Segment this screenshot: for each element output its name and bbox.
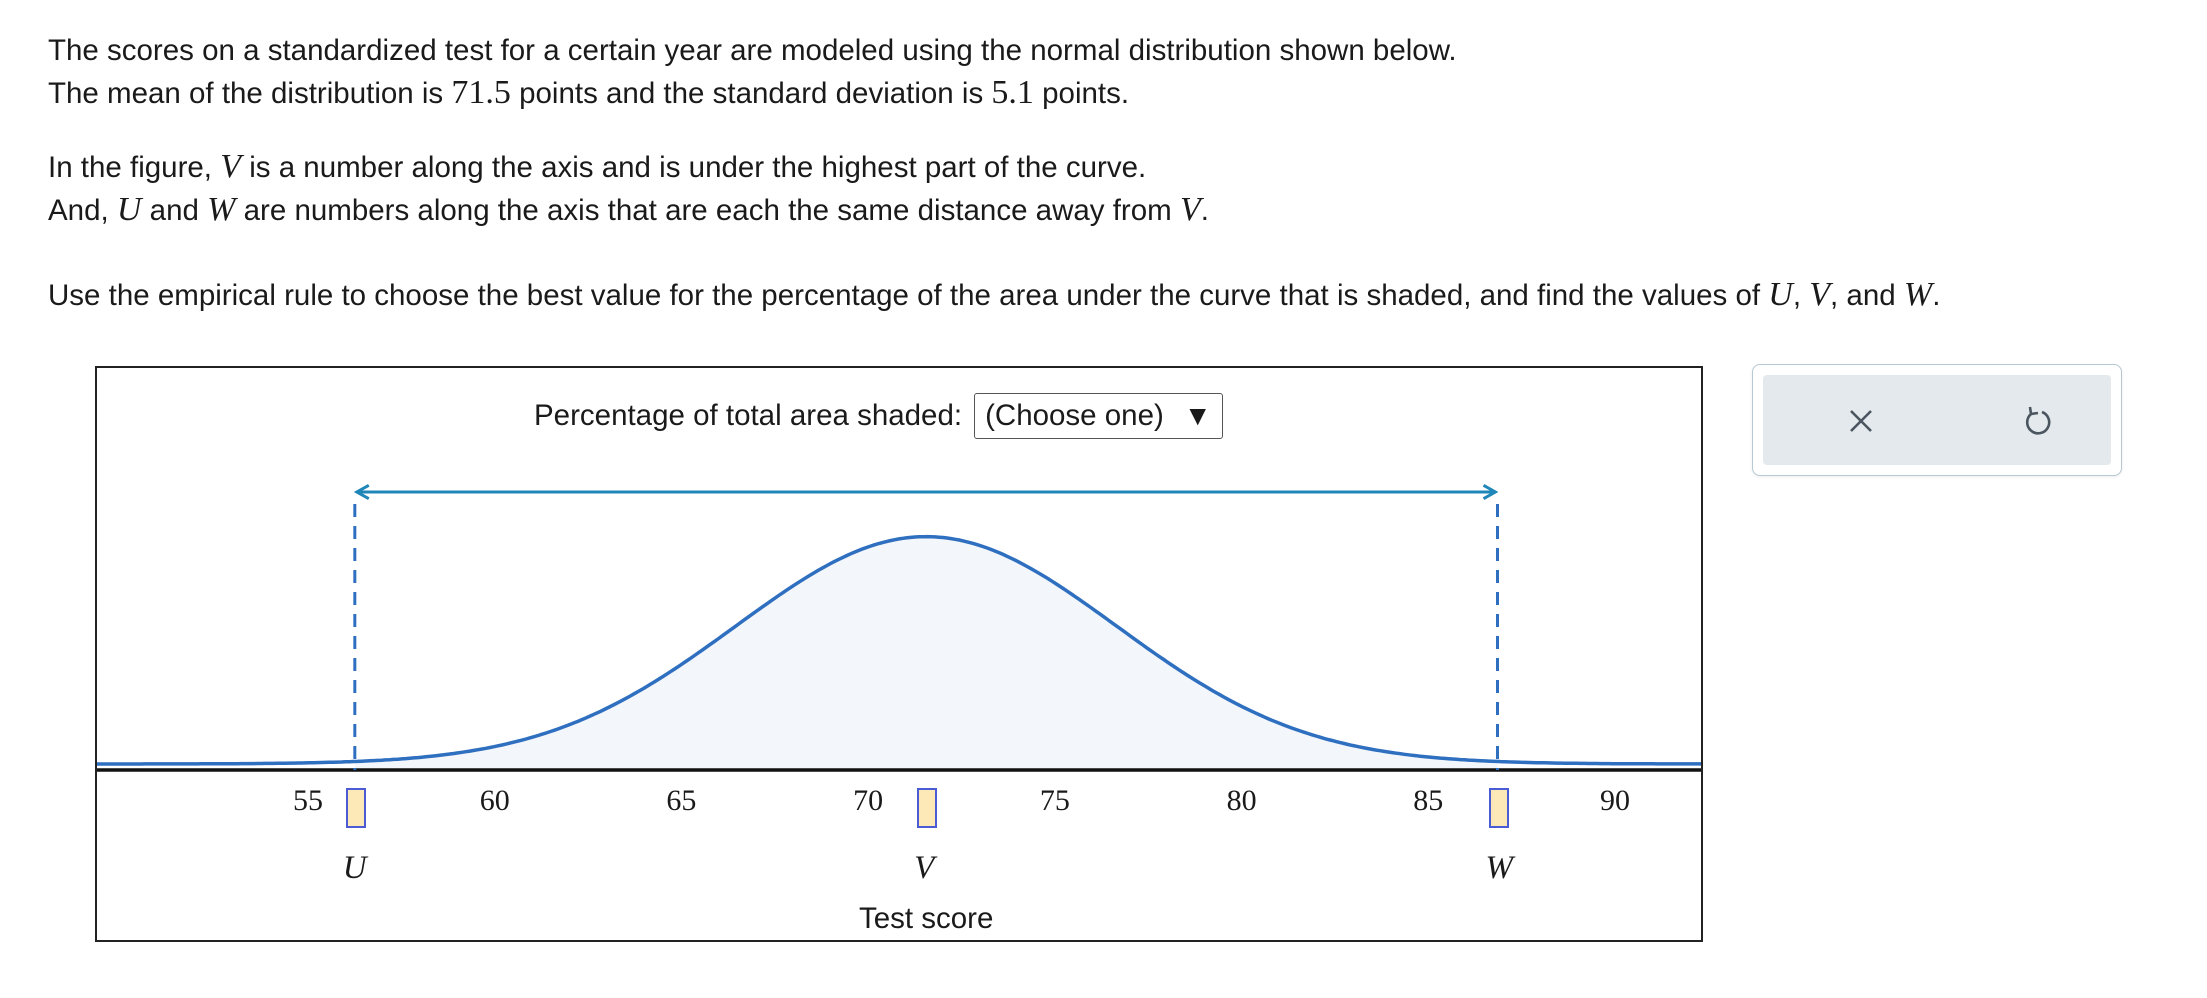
problem-text: are numbers along the axis that are each… (243, 194, 1172, 227)
x-tick-label: 65 (666, 784, 697, 817)
tools-inner (1763, 375, 2111, 465)
variable-v: V (1809, 276, 1831, 313)
w-answer-box[interactable] (1488, 788, 1509, 828)
v-answer-box[interactable] (917, 788, 938, 828)
percentage-label: Percentage of total area shaded: (534, 399, 963, 432)
variable-u: U (1768, 276, 1793, 313)
w-label: W (1485, 850, 1514, 886)
shaded-area (354, 536, 1498, 770)
sd-value: 5.1 (991, 74, 1034, 111)
x-tick-label: 60 (479, 784, 510, 817)
mean-value: 71.5 (451, 74, 511, 111)
normal-curve-chart (97, 368, 1701, 772)
variable-w: W (1903, 276, 1933, 313)
clear-button[interactable] (1841, 401, 1881, 441)
undo-icon (2025, 406, 2051, 435)
problem-text: . (1200, 194, 1209, 227)
problem-text: , and (1830, 279, 1896, 312)
problem-text: In the figure, (48, 151, 212, 184)
x-tick-label: 55 (293, 784, 323, 817)
problem-text: , (1792, 279, 1802, 312)
normal-distribution-figure: Percentage of total area shaded: (Choose… (95, 366, 1703, 942)
x-tick-label: 90 (1600, 784, 1630, 817)
problem-text: And, (48, 194, 109, 227)
problem-text: points and the standard deviation is (519, 77, 984, 110)
problem-text: The mean of the distribution is (48, 77, 444, 110)
problem-text: points. (1042, 77, 1130, 110)
answer-tools-panel (1752, 364, 2122, 476)
problem-text: The scores on a standardized test for a … (48, 34, 1457, 67)
u-label: U (342, 850, 367, 886)
problem-text: and (149, 194, 199, 227)
problem-text: Use the empirical rule to choose the bes… (48, 279, 1761, 312)
variable-v: V (1179, 191, 1201, 228)
variable-w: W (207, 191, 236, 228)
normal-curve (97, 534, 1701, 766)
percentage-dropdown[interactable]: (Choose one) ▼ (974, 393, 1223, 439)
dropdown-selected-value: (Choose one) (985, 399, 1164, 432)
problem-line-1: The scores on a standardized test for a … (48, 30, 1457, 115)
problem-text: is a number along the axis and is under … (249, 151, 1147, 184)
x-tick-label: 70 (853, 784, 884, 817)
u-answer-box[interactable] (345, 788, 366, 828)
variable-u: U (116, 191, 142, 228)
x-tick-label: 80 (1226, 784, 1257, 817)
variable-v: V (220, 148, 241, 185)
v-label: V (914, 850, 935, 886)
reset-button[interactable] (2017, 401, 2057, 441)
problem-text: . (1932, 279, 1941, 312)
percentage-row: Percentage of total area shaded: (Choose… (534, 392, 1223, 440)
problem-line-3: In the figure, V is a number along the a… (48, 146, 1209, 232)
close-icon (1850, 410, 1872, 432)
problem-line-5: Use the empirical rule to choose the bes… (48, 274, 1940, 317)
x-tick-label: 75 (1039, 784, 1070, 817)
dropdown-arrow-icon: ▼ (1183, 400, 1212, 431)
x-axis-label: Test score (858, 902, 994, 935)
x-tick-label: 85 (1413, 784, 1444, 817)
